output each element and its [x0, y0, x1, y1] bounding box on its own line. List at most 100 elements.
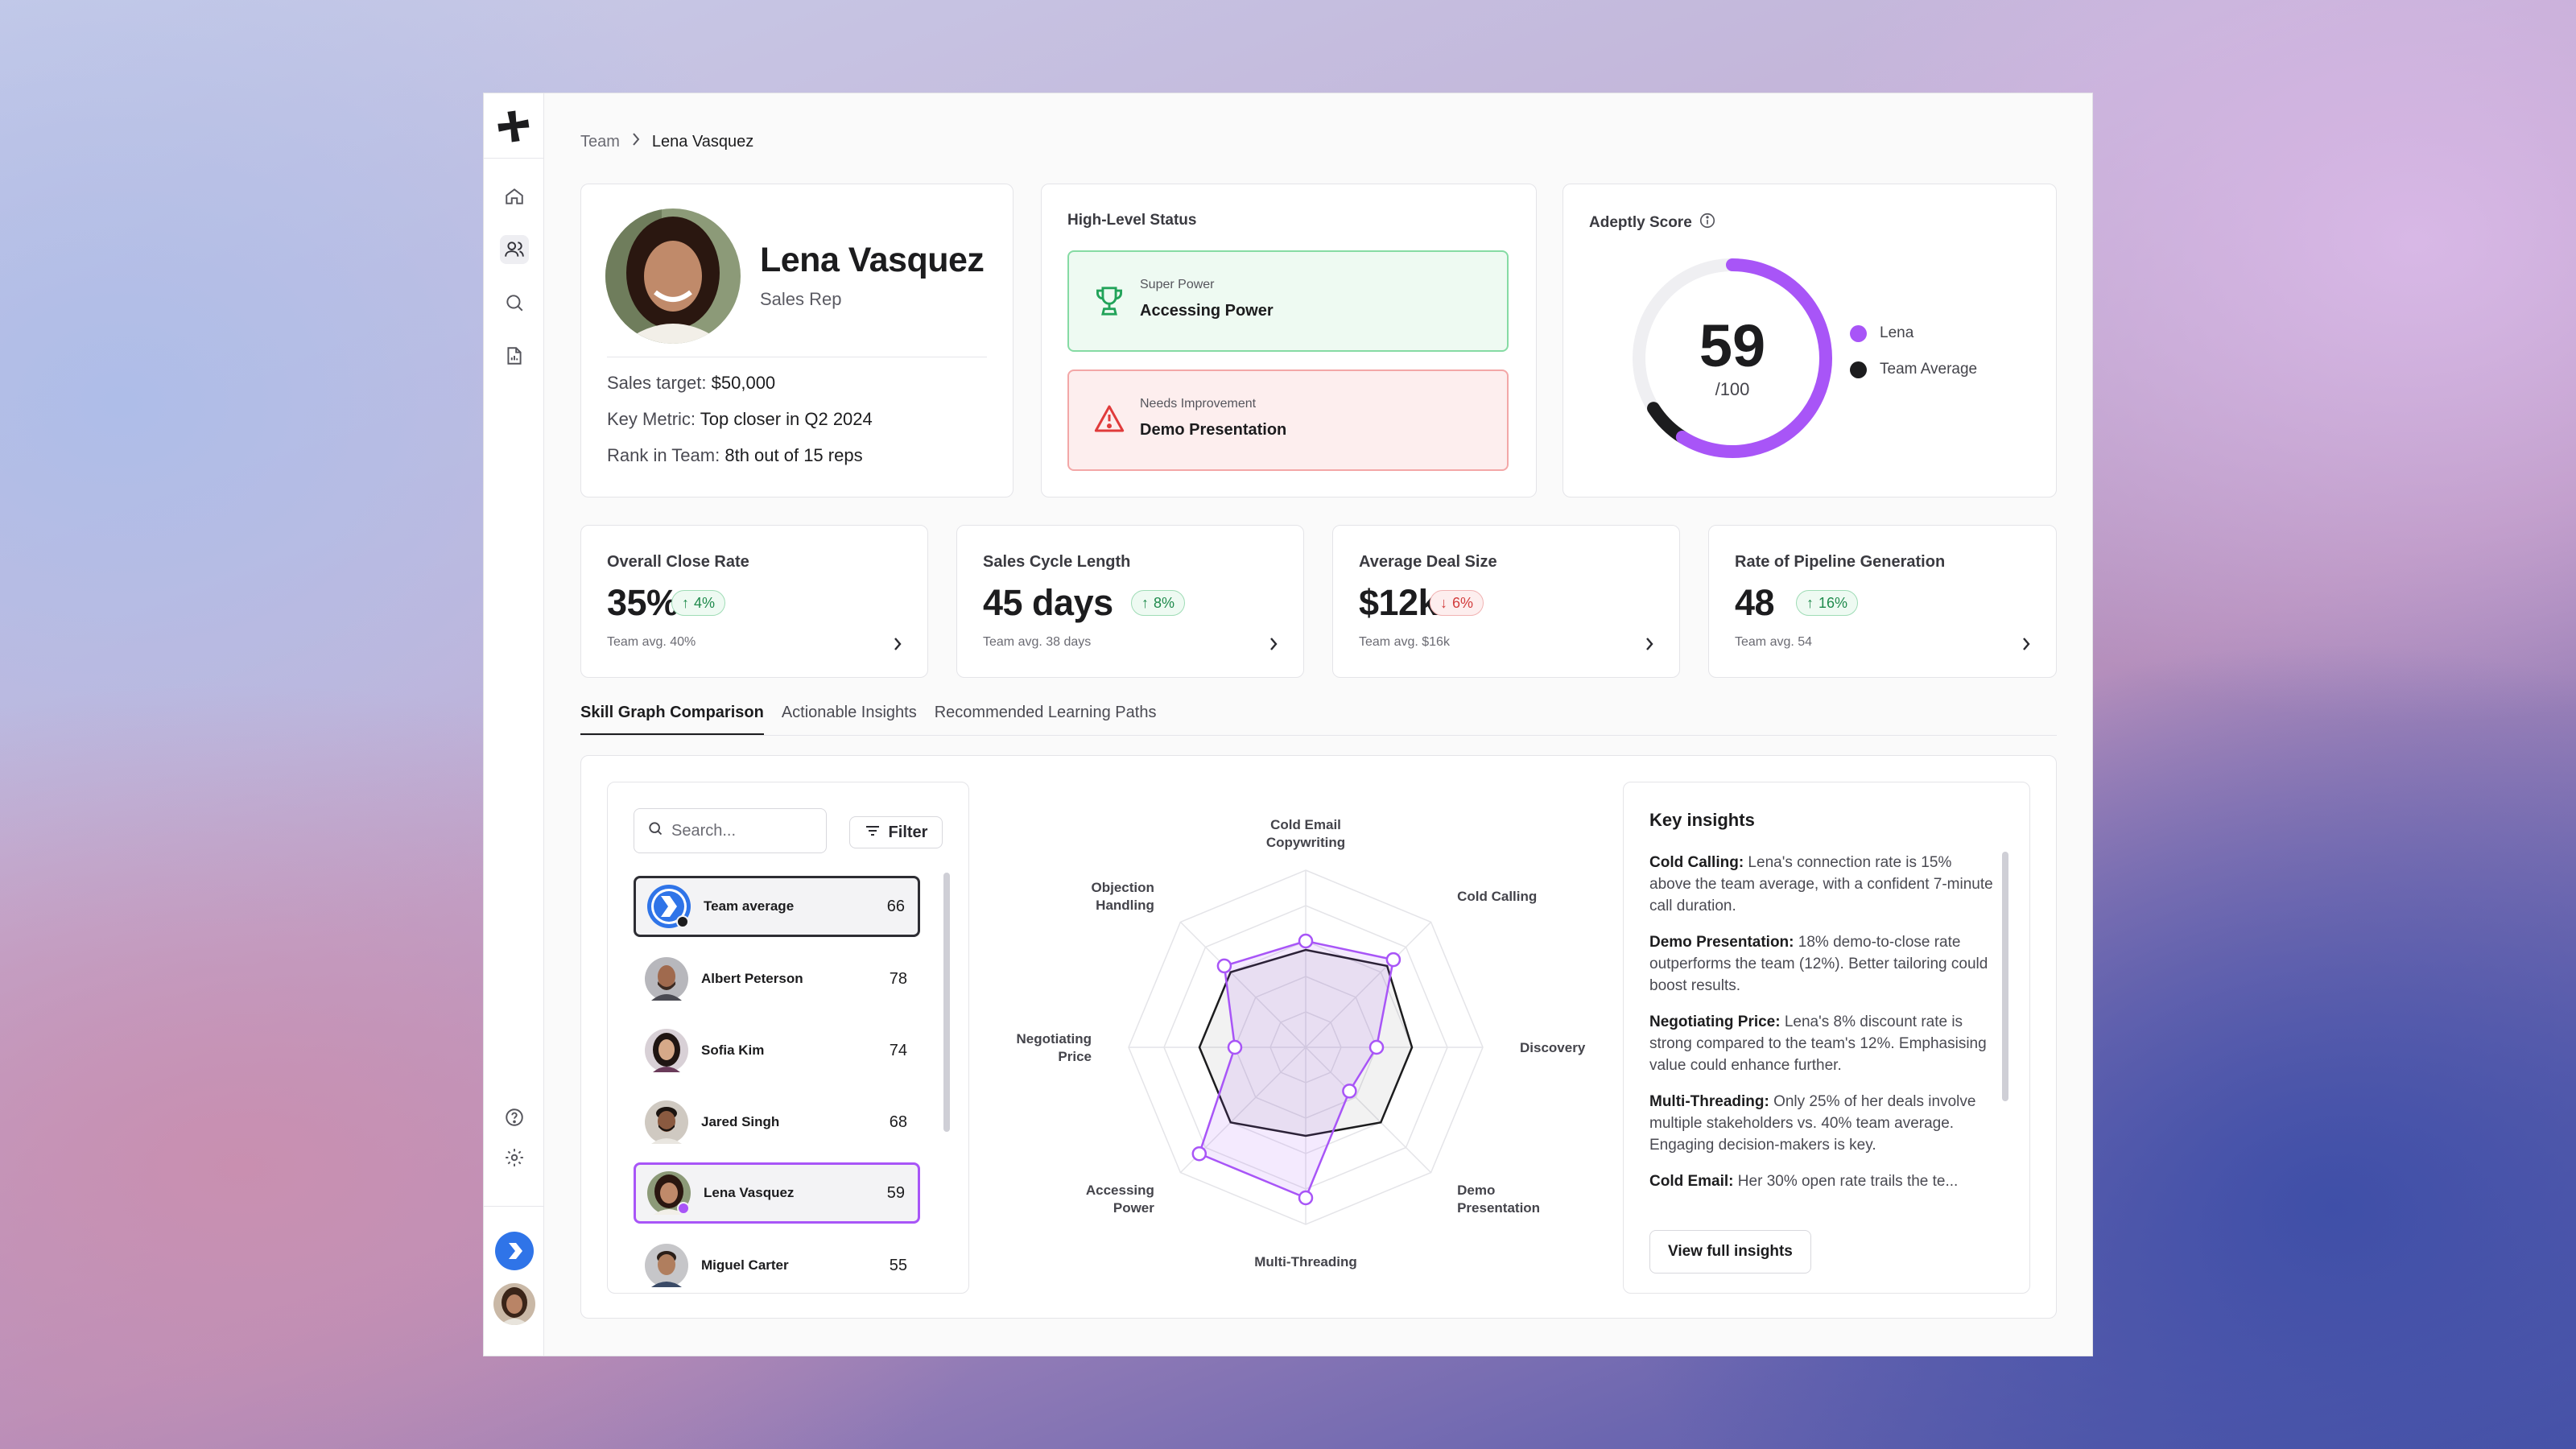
key-metric-label: Key Metric: [607, 409, 696, 429]
filter-button[interactable]: Filter [849, 816, 943, 848]
settings-icon[interactable] [500, 1143, 529, 1172]
arrow-up-icon: ↑ [682, 594, 689, 611]
chevron-right-icon[interactable] [2021, 635, 2032, 657]
insight-item: Multi-Threading: Only 25% of her deals i… [1649, 1091, 1996, 1156]
breadcrumb: Team Lena Vasquez [580, 132, 753, 151]
kpi-delta: 6% [1452, 594, 1474, 611]
chevron-right-icon[interactable] [1644, 635, 1655, 657]
profile-card: Lena Vasquez Sales Rep Sales target: $50… [580, 184, 1013, 497]
list-item-score: 68 [889, 1113, 907, 1131]
chevron-right-icon[interactable] [892, 635, 903, 657]
kpi-delta-badge: ↑ 16% [1796, 590, 1859, 616]
legend-team: Team Average [1850, 361, 1977, 378]
radar-point-lena [1298, 933, 1314, 949]
arrow-up-icon: ↑ [1141, 594, 1149, 611]
breadcrumb-parent[interactable]: Team [580, 132, 620, 151]
avatar [645, 957, 688, 1001]
list-item-albert-peterson[interactable]: Albert Peterson 78 [634, 948, 920, 1009]
chevron-right-icon[interactable] [1268, 635, 1279, 657]
list-item-score: 55 [889, 1256, 907, 1274]
list-item-name: Sofia Kim [701, 1042, 765, 1058]
status-card: High-Level Status Super Power Accessing … [1041, 184, 1537, 497]
insight-text: Lena's 8% discount rate is strong compar… [1649, 1013, 1987, 1074]
list-item-name: Jared Singh [701, 1114, 780, 1129]
key-metric-row: Key Metric: Top closer in Q2 2024 [607, 409, 873, 430]
radar-series-team-average [1198, 948, 1414, 1137]
kpi-delta-badge: ↑ 4% [671, 590, 726, 616]
home-icon[interactable] [500, 182, 529, 211]
list-item-score: 78 [889, 969, 907, 988]
search-icon[interactable] [500, 288, 529, 317]
gauge-lena-arc [1675, 258, 1832, 458]
list-scrollbar[interactable] [943, 873, 950, 1132]
list-item-score: 74 [889, 1041, 907, 1059]
kpi-title: Average Deal Size [1359, 553, 1497, 571]
list-item-name: Team average [704, 898, 795, 914]
score-title: Adeptly Score [1589, 214, 1692, 231]
app-window: Team Lena Vasquez Lena Vasquez Sales Rep… [483, 93, 2093, 1356]
info-icon[interactable] [1699, 212, 1716, 234]
search-input[interactable]: Search... [634, 808, 827, 853]
profile-role: Sales Rep [760, 289, 842, 309]
adeptly-logo-icon[interactable] [495, 1232, 534, 1270]
radar-point-lena [1368, 1039, 1385, 1055]
radar-axis-label: Objection Handling [1091, 880, 1154, 913]
list-item-name: Miguel Carter [701, 1257, 789, 1273]
improvement-box[interactable]: Needs Improvement Demo Presentation [1067, 369, 1509, 471]
legend-dot [1850, 361, 1867, 378]
list-item-sofia-kim[interactable]: Sofia Kim 74 [634, 1020, 920, 1081]
super-power-value: Accessing Power [1140, 302, 1274, 320]
kpi-delta-badge: ↓ 6% [1430, 590, 1484, 616]
super-power-kicker: Super Power [1140, 278, 1215, 291]
insight-text: Her 30% open rate trails the te... [1733, 1173, 1959, 1190]
kpi-value: 45 days [983, 582, 1113, 623]
list-item-name: Albert Peterson [701, 971, 803, 986]
view-full-insights-button[interactable]: View full insights [1649, 1230, 1811, 1274]
radar-axis-label: Accessing Power [1086, 1183, 1154, 1216]
report-icon[interactable] [500, 341, 529, 370]
super-power-box[interactable]: Super Power Accessing Power [1067, 250, 1509, 352]
comparison-list: Search... Filter Team average 66 Albert … [607, 782, 969, 1294]
insight-lead: Demo Presentation: [1649, 934, 1794, 951]
radar-spoke [1179, 921, 1307, 1048]
plus-logo-icon[interactable] [493, 106, 534, 147]
skill-radar-chart: Cold Email Copywriting Cold Calling Discove… [1017, 817, 1586, 1269]
kpi-delta-badge: ↑ 8% [1131, 590, 1186, 616]
list-item-team-average[interactable]: Team average 66 [634, 876, 920, 937]
insights-scrollbar[interactable] [2002, 852, 2008, 1101]
list-item-miguel-carter[interactable]: Miguel Carter 55 [634, 1235, 920, 1293]
legend-label: Team Average [1880, 361, 1978, 378]
help-icon[interactable] [500, 1103, 529, 1132]
tab-underline-track [580, 735, 2057, 736]
trophy-icon [1093, 284, 1125, 322]
tab-actionable-insights[interactable]: Actionable Insights [781, 704, 917, 721]
status-title: High-Level Status [1067, 212, 1197, 229]
users-icon[interactable] [500, 235, 529, 264]
kpi-card-pipeline[interactable]: Rate of Pipeline Generation 48 ↑ 16% Team… [1708, 525, 2057, 678]
score-suffix: /100 [1715, 379, 1750, 399]
list-item-lena-vasquez[interactable]: Lena Vasquez 59 [634, 1162, 920, 1224]
insight-item: Negotiating Price: Lena's 8% discount ra… [1649, 1011, 1996, 1076]
insight-text: Only 25% of her deals involve multiple s… [1649, 1093, 1976, 1154]
score-title-row: Adeptly Score [1589, 212, 1716, 234]
tab-skill-graph[interactable]: Skill Graph Comparison [580, 704, 764, 736]
rail-divider [484, 158, 544, 159]
tab-learning-paths[interactable]: Recommended Learning Paths [934, 704, 1157, 721]
sales-target-value: $50,000 [711, 373, 776, 393]
score-card: Adeptly Score 59 /100 Lena Team Average [1563, 184, 2057, 497]
radar-spoke [1305, 921, 1432, 1048]
avatar [647, 1171, 691, 1215]
kpi-card-close-rate[interactable]: Overall Close Rate 35% ↑ 4% Team avg. 40% [580, 525, 928, 678]
kpi-title: Sales Cycle Length [983, 553, 1131, 571]
chevron-right-icon [631, 132, 641, 151]
score-gauge: 59 /100 [1633, 258, 1832, 458]
kpi-card-deal-size[interactable]: Average Deal Size $12k ↓ 6% Team avg. $16… [1332, 525, 1680, 678]
kpi-team-avg: Team avg. 54 [1735, 635, 1813, 649]
filter-icon [865, 824, 881, 842]
kpi-card-sales-cycle[interactable]: Sales Cycle Length 45 days ↑ 8% Team avg.… [956, 525, 1304, 678]
filter-label: Filter [888, 823, 928, 841]
radar-point-lena [1298, 1190, 1314, 1206]
improvement-value: Demo Presentation [1140, 421, 1287, 439]
list-item-jared-singh[interactable]: Jared Singh 68 [634, 1092, 920, 1153]
user-avatar[interactable] [493, 1283, 535, 1325]
